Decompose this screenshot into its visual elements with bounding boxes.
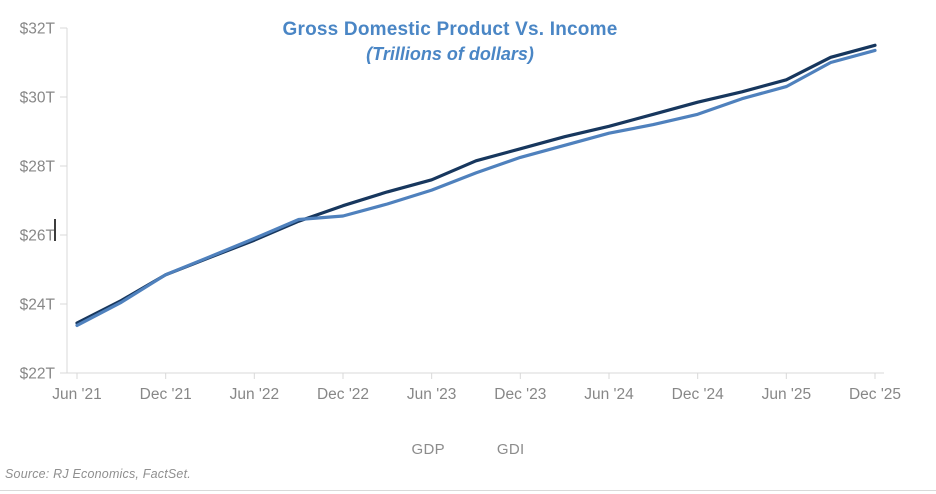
legend-item-gdp: GDP [412,441,445,458]
gdi-line [75,48,877,327]
x-axis-tick-label: Dec '25 [849,386,901,403]
x-axis-tick-label: Dec '23 [494,386,546,403]
gdp-line [75,43,877,325]
x-axis-tick-label: Dec '24 [672,386,724,403]
x-axis-tick-label: Jun '22 [230,386,280,403]
x-axis-tick-label: Jun '21 [52,386,102,403]
x-axis-tick-label: Dec '21 [140,386,192,403]
x-axis-tick-label: Dec '22 [317,386,369,403]
legend-label-gdp: GDP [411,441,445,458]
text-cursor-artifact [54,219,56,241]
y-axis-tick-label: $24T [20,297,56,314]
x-axis-tick-label: Jun '23 [407,386,457,403]
y-axis-tick-label: $30T [20,90,56,107]
chart-legend: GDP GDI [0,441,936,458]
legend-label-gdi: GDI [496,441,525,458]
y-axis-tick-label: $22T [20,366,56,383]
x-axis-tick-label: Jun '25 [762,386,812,403]
x-axis-tick-label: Jun '24 [584,386,634,403]
y-axis-tick-label: $26T [20,228,56,245]
legend-item-gdi: GDI [497,441,525,458]
source-note: Source: RJ Economics, FactSet. [5,467,191,481]
y-axis-tick-label: $28T [20,159,56,176]
bottom-divider [0,490,936,491]
y-axis-tick-label: $32T [20,21,56,38]
